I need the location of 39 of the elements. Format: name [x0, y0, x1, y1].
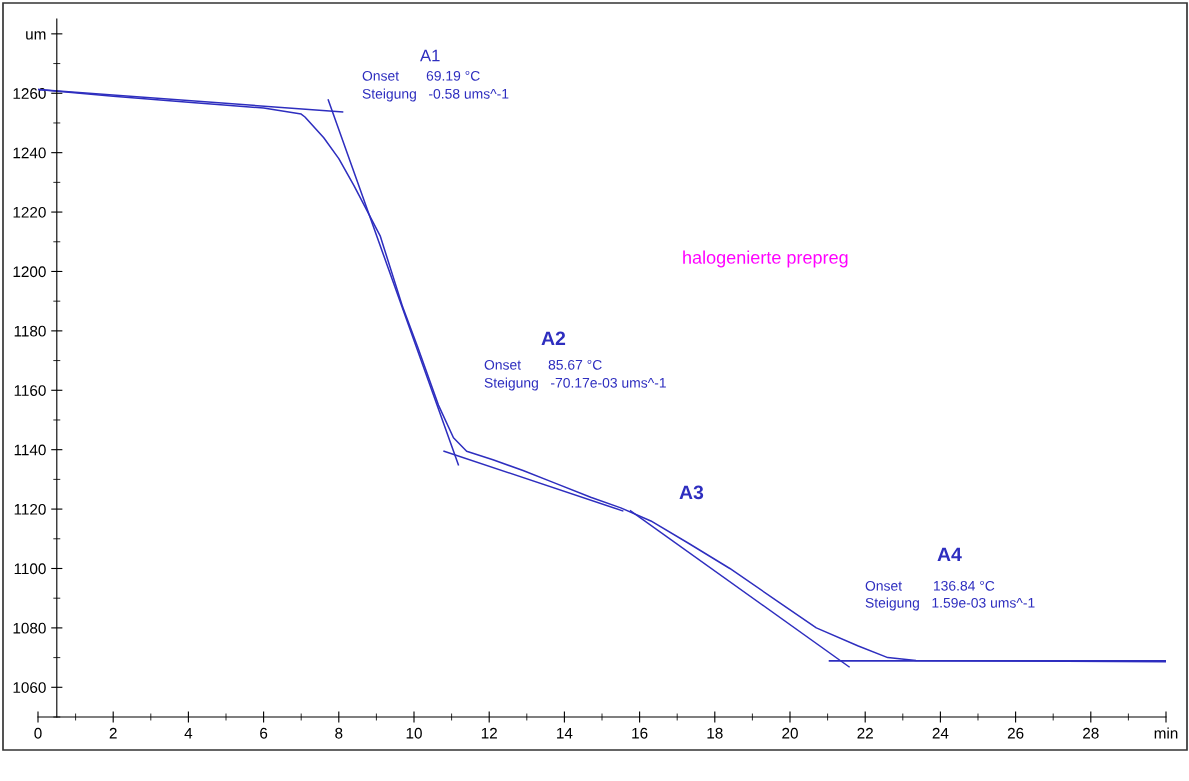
y-tick-label: 1200 — [13, 266, 46, 278]
annotation: A3 — [679, 485, 704, 500]
y-tick-label: 1120 — [14, 503, 46, 515]
x-tick-label: 12 — [481, 727, 497, 739]
x-tick-label: 8 — [335, 727, 343, 739]
x-tick-label: 2 — [109, 727, 117, 739]
y-tick-label: 1060 — [13, 682, 46, 693]
y-tick-label: 1260 — [13, 88, 46, 99]
y-tick-label: 1160 — [14, 385, 46, 396]
x-tick-label: 28 — [1083, 727, 1099, 739]
annotation: A1 — [420, 49, 440, 62]
x-tick-label: 16 — [632, 727, 648, 739]
x-tick-label: 0 — [34, 727, 42, 739]
y-tick-label: 1180 — [14, 325, 46, 337]
annotation: halogenierte prepreg — [683, 250, 848, 268]
y-tick-label: 1080 — [13, 622, 46, 634]
annotation: Onset 136.84 °C — [865, 580, 995, 591]
annotation: Onset 85.67 °C — [484, 359, 602, 370]
annotation: Steigung 1.59e-03 ums^-1 — [865, 597, 1035, 611]
y-tick-label: 1240 — [13, 147, 46, 159]
y-tick-label: 1100 — [14, 563, 46, 575]
annotation: Steigung -0.58 ums^-1 — [362, 88, 509, 102]
x-tick-label: 24 — [932, 727, 949, 739]
y-tick-label: 1220 — [13, 206, 46, 218]
x-tick-label: 18 — [707, 727, 723, 739]
x-tick-label: 20 — [782, 727, 798, 739]
annotation: Steigung -70.17e-03 ums^-1 — [484, 377, 666, 391]
annotation: Onset 69.19 °C — [362, 70, 480, 81]
x-tick-label: 14 — [557, 727, 573, 739]
x-tick-label: 6 — [260, 727, 268, 739]
y-tick-label: um — [26, 31, 46, 40]
x-tick-label: min — [1154, 727, 1178, 739]
annotation: A4 — [937, 547, 962, 562]
x-tick-label: 10 — [406, 727, 422, 739]
y-tick-label: 1140 — [14, 444, 46, 456]
x-tick-label: 22 — [857, 727, 873, 739]
annotation: A2 — [541, 331, 566, 346]
x-tick-label: 4 — [184, 727, 193, 739]
x-tick-label: 26 — [1007, 727, 1024, 739]
